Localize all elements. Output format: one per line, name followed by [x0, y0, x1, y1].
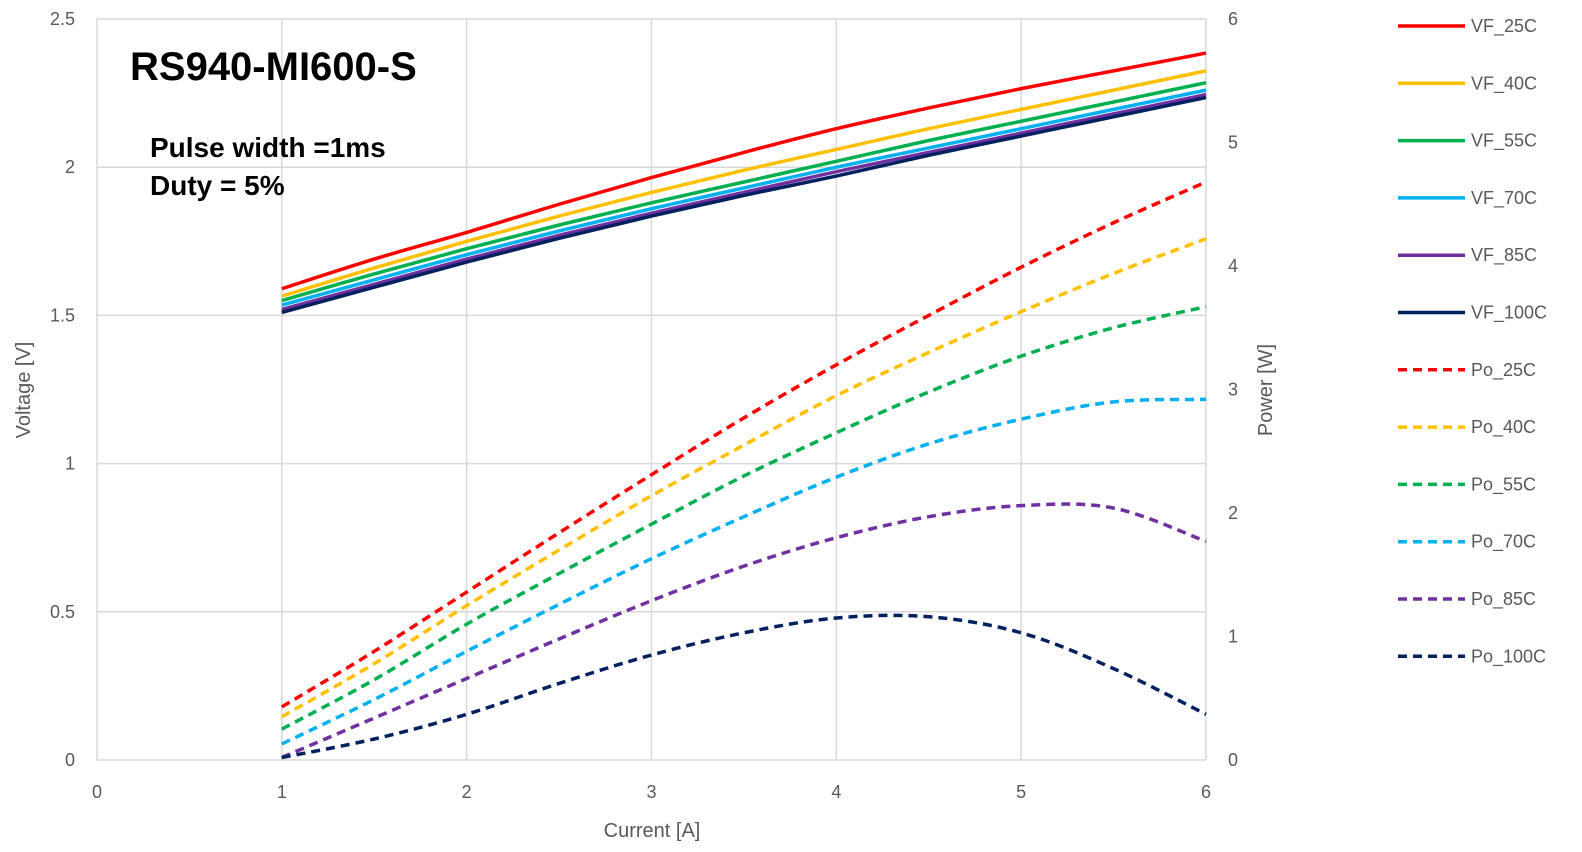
- x-tick-label: 1: [277, 782, 287, 802]
- x-tick-label: 6: [1201, 782, 1211, 802]
- series-line-po-85c: [281, 502, 1207, 760]
- legend-item-po-25c: Po_25C: [1398, 360, 1536, 381]
- y2-tick-label: 6: [1228, 9, 1238, 29]
- legend-label: Po_55C: [1471, 474, 1536, 495]
- x-tick-label: 5: [1016, 782, 1026, 802]
- legend-item-vf-55c: VF_55C: [1398, 131, 1537, 152]
- series-line-po-100c: [281, 613, 1207, 760]
- legend-label: VF_70C: [1471, 188, 1537, 209]
- y2-tick-label: 5: [1228, 133, 1238, 153]
- y-tick-label: 2.5: [50, 9, 75, 29]
- legend-label: Po_100C: [1471, 646, 1546, 667]
- y-tick-label: 0: [65, 750, 75, 770]
- y2-axis-title: Power [W]: [1255, 344, 1277, 436]
- x-tick-label: 0: [92, 782, 102, 802]
- x-tick-label: 2: [462, 782, 472, 802]
- y2-tick-label: 2: [1228, 503, 1238, 523]
- series-line-po-25c: [280, 180, 1207, 709]
- legend-label: VF_25C: [1471, 16, 1537, 37]
- series-line-po-40c: [280, 237, 1207, 719]
- y-tick-label: 2: [65, 157, 75, 177]
- series-line-po-55c: [281, 305, 1207, 731]
- legend-label: VF_40C: [1471, 73, 1537, 94]
- annotation-pulse-width: Pulse width =1ms: [150, 132, 386, 163]
- legend-item-vf-70c: VF_70C: [1398, 188, 1537, 209]
- legend-item-po-85c: Po_85C: [1398, 589, 1536, 610]
- legend: VF_25C VF_40C VF_55C VF_70C VF_85C VF_100C Po_…: [1398, 16, 1547, 667]
- legend-label: Po_70C: [1471, 532, 1536, 553]
- x-axis-title: Current [A]: [604, 820, 701, 842]
- y2-tick-label: 0: [1228, 750, 1238, 770]
- series-line-vf-55c: [281, 81, 1207, 303]
- legend-item-po-40c: Po_40C: [1398, 417, 1536, 438]
- legend-item-po-70c: Po_70C: [1398, 532, 1536, 553]
- y2-tick-label: 1: [1228, 627, 1238, 647]
- series-line-vf-100c: [281, 95, 1207, 315]
- legend-label: Po_40C: [1471, 417, 1536, 438]
- legend-label: Po_85C: [1471, 589, 1536, 610]
- legend-label: VF_55C: [1471, 131, 1537, 152]
- chart-title: RS940-MI600-S: [130, 45, 417, 89]
- y-tick-label: 1: [65, 454, 75, 474]
- y2-tick-label: 4: [1228, 256, 1238, 276]
- x-tick-label: 4: [831, 782, 841, 802]
- legend-label: Po_25C: [1471, 360, 1536, 381]
- legend-item-vf-40c: VF_40C: [1398, 73, 1537, 94]
- x-tick-label: 3: [646, 782, 656, 802]
- legend-item-po-100c: Po_100C: [1398, 646, 1546, 667]
- legend-label: VF_100C: [1471, 303, 1547, 324]
- legend-item-po-55c: Po_55C: [1398, 474, 1536, 495]
- y-axis-title: Voltage [V]: [13, 342, 35, 439]
- annotation-duty: Duty = 5%: [150, 170, 285, 201]
- gridlines: [96, 18, 1207, 761]
- series-line-vf-85c: [281, 92, 1207, 312]
- series-line-po-70c: [281, 397, 1207, 746]
- series-line-vf-25c: [281, 51, 1207, 291]
- series-line-vf-70c: [281, 88, 1207, 307]
- legend-item-vf-85c: VF_85C: [1398, 245, 1537, 266]
- legend-item-vf-25c: VF_25C: [1398, 16, 1537, 37]
- legend-item-vf-100c: VF_100C: [1398, 303, 1547, 324]
- series-layer: [280, 51, 1207, 760]
- legend-label: VF_85C: [1471, 245, 1537, 266]
- y-tick-label: 0.5: [50, 602, 75, 622]
- y2-tick-label: 3: [1228, 380, 1238, 400]
- series-line-vf-40c: [281, 69, 1207, 298]
- y-tick-label: 1.5: [50, 305, 75, 325]
